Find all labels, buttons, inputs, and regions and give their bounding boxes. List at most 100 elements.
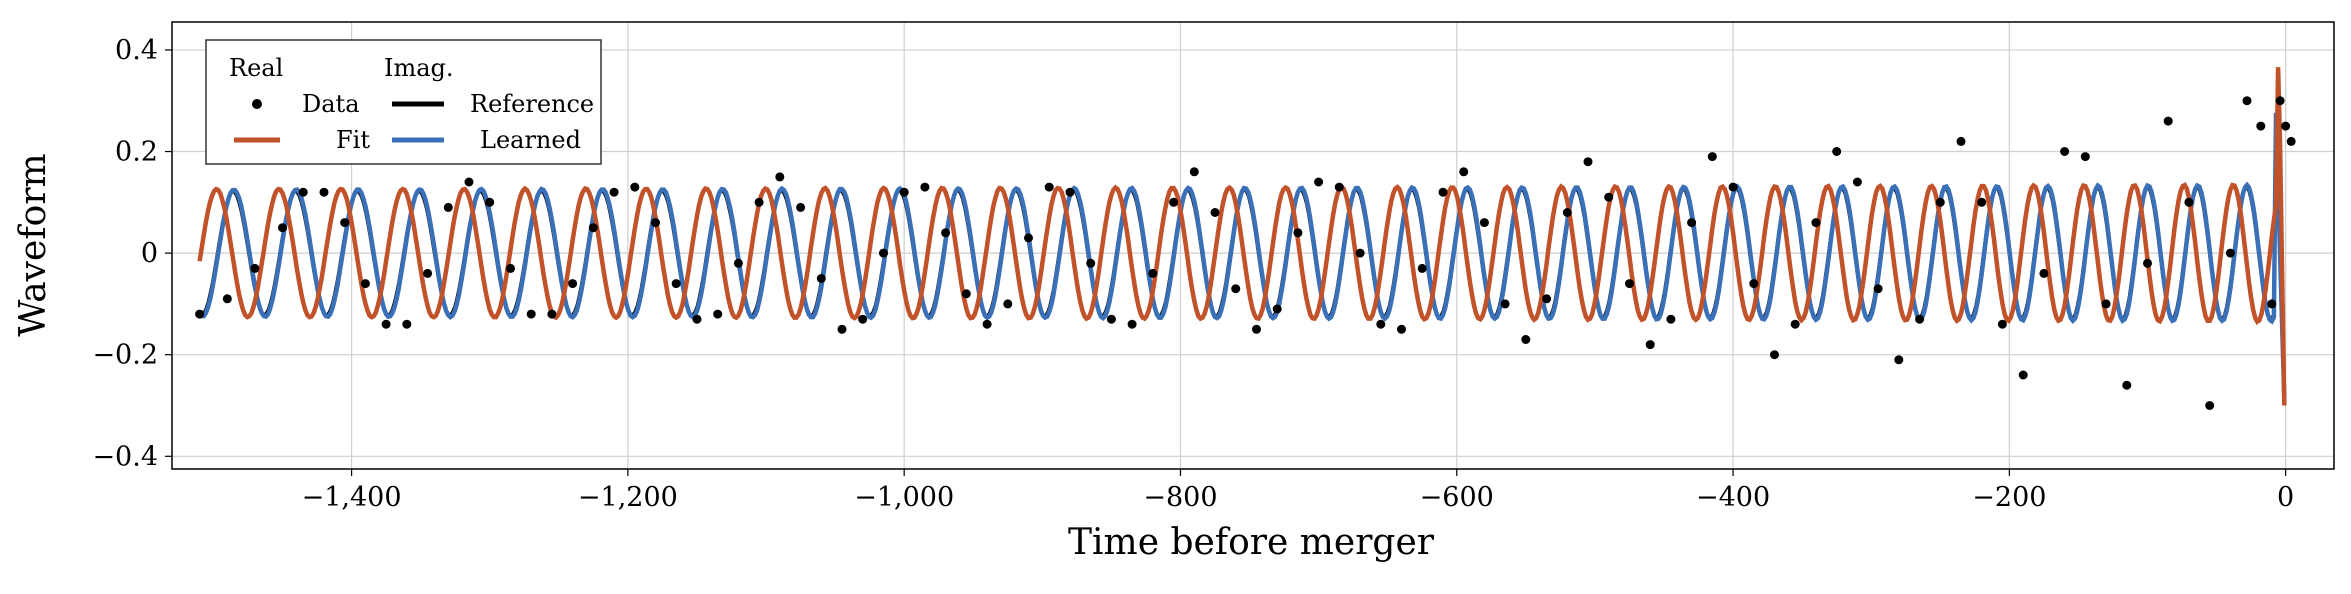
- data-point: [506, 263, 515, 273]
- data-point: [1210, 208, 1220, 217]
- data-point: [1873, 284, 1883, 294]
- data-point: [2205, 401, 2215, 410]
- data-point: [1542, 294, 1552, 304]
- legend-header-imag: Imag.: [384, 54, 454, 82]
- data-point: [1376, 319, 1386, 329]
- data-point: [2039, 268, 2049, 278]
- learned-line: [197, 112, 2287, 399]
- data-point: [941, 228, 951, 238]
- data-point: [713, 309, 723, 319]
- series-layer: [195, 67, 2296, 410]
- data-point: [1231, 284, 1241, 294]
- data-point: [402, 319, 412, 329]
- data-point: [1355, 248, 1365, 258]
- data-point: [1645, 340, 1655, 350]
- data-point: [1106, 314, 1116, 324]
- data-point: [2242, 96, 2252, 106]
- data-point: [340, 218, 350, 228]
- data-point: [2267, 299, 2277, 309]
- data-point: [1293, 228, 1303, 238]
- data-point: [1459, 167, 1469, 177]
- data-point: [2101, 299, 2111, 309]
- data-point: [588, 223, 598, 233]
- x-tick-label: −400: [1696, 482, 1770, 513]
- data-point: [1749, 279, 1759, 289]
- data-point: [1189, 167, 1199, 177]
- data-point: [879, 248, 888, 258]
- data-point: [1666, 314, 1676, 324]
- data-point: [2122, 380, 2132, 390]
- data-point: [568, 279, 578, 289]
- legend-label-reference: Reference: [470, 90, 594, 118]
- legend-label-fit: Fit: [336, 126, 370, 154]
- data-point: [2018, 370, 2028, 380]
- data-point: [1417, 263, 1427, 273]
- data-point: [319, 187, 329, 197]
- data-point: [775, 172, 785, 182]
- data-point: [2225, 248, 2235, 258]
- data-point: [1790, 319, 1800, 329]
- data-point: [2256, 121, 2266, 131]
- data-point: [1687, 218, 1697, 228]
- y-tick-label: 0.2: [115, 137, 158, 168]
- x-tick-label: −1,200: [578, 482, 678, 513]
- data-point: [2281, 121, 2291, 131]
- data-point: [837, 324, 847, 334]
- y-axis-ticks: −0.4 −0.2 0 0.2 0.4: [92, 35, 172, 472]
- data-point: [423, 268, 433, 278]
- data-point: [1500, 299, 1510, 309]
- y-tick-label: −0.4: [92, 441, 158, 472]
- data-point: [485, 197, 495, 207]
- y-axis-label: Waveform: [13, 153, 54, 336]
- x-tick-label: −1,000: [854, 482, 954, 513]
- data-point: [1397, 324, 1406, 334]
- data-point: [754, 197, 764, 207]
- data-point: [816, 274, 826, 283]
- data-point: [2163, 116, 2173, 126]
- data-point: [443, 202, 453, 212]
- data-point: [1272, 304, 1282, 314]
- data-point: [1770, 350, 1779, 360]
- data-point: [1583, 157, 1593, 167]
- data-point: [796, 202, 806, 212]
- x-tick-label: −200: [1972, 482, 2046, 513]
- data-point: [671, 279, 681, 289]
- data-point: [1252, 324, 1261, 334]
- data-point: [982, 319, 992, 329]
- data-point: [222, 294, 232, 304]
- data-point: [1562, 208, 1572, 217]
- data-point: [1334, 182, 1344, 192]
- data-point: [381, 319, 391, 329]
- data-point: [1997, 319, 2007, 329]
- data-point: [1438, 187, 1448, 197]
- data-point: [1728, 182, 1738, 192]
- x-tick-label: 0: [2277, 482, 2294, 513]
- data-point: [195, 309, 205, 319]
- data-point: [651, 218, 660, 228]
- data-point: [1852, 177, 1862, 187]
- data-point: [547, 309, 557, 319]
- x-tick-label: −800: [1143, 482, 1217, 513]
- data-point: [526, 309, 536, 319]
- data-point: [1148, 268, 1158, 278]
- data-point: [1832, 147, 1842, 156]
- data-point: [1086, 258, 1096, 268]
- data-point: [1065, 187, 1075, 197]
- data-point: [2275, 96, 2285, 106]
- data-point: [2143, 258, 2152, 268]
- data-point: [1604, 192, 1614, 202]
- data-point: [1625, 279, 1634, 289]
- data-point: [464, 177, 474, 187]
- legend-data-marker: [252, 99, 262, 109]
- legend: Real Imag. Data Fit Reference Learned: [205, 39, 602, 165]
- data-point: [2060, 147, 2070, 156]
- data-point: [692, 314, 702, 324]
- data-point: [733, 258, 743, 268]
- data-point: [1169, 197, 1179, 207]
- data-point: [360, 279, 370, 289]
- legend-label-data: Data: [302, 90, 360, 118]
- y-tick-label: −0.2: [92, 340, 158, 371]
- data-point: [2286, 136, 2296, 146]
- data-point: [2184, 197, 2194, 207]
